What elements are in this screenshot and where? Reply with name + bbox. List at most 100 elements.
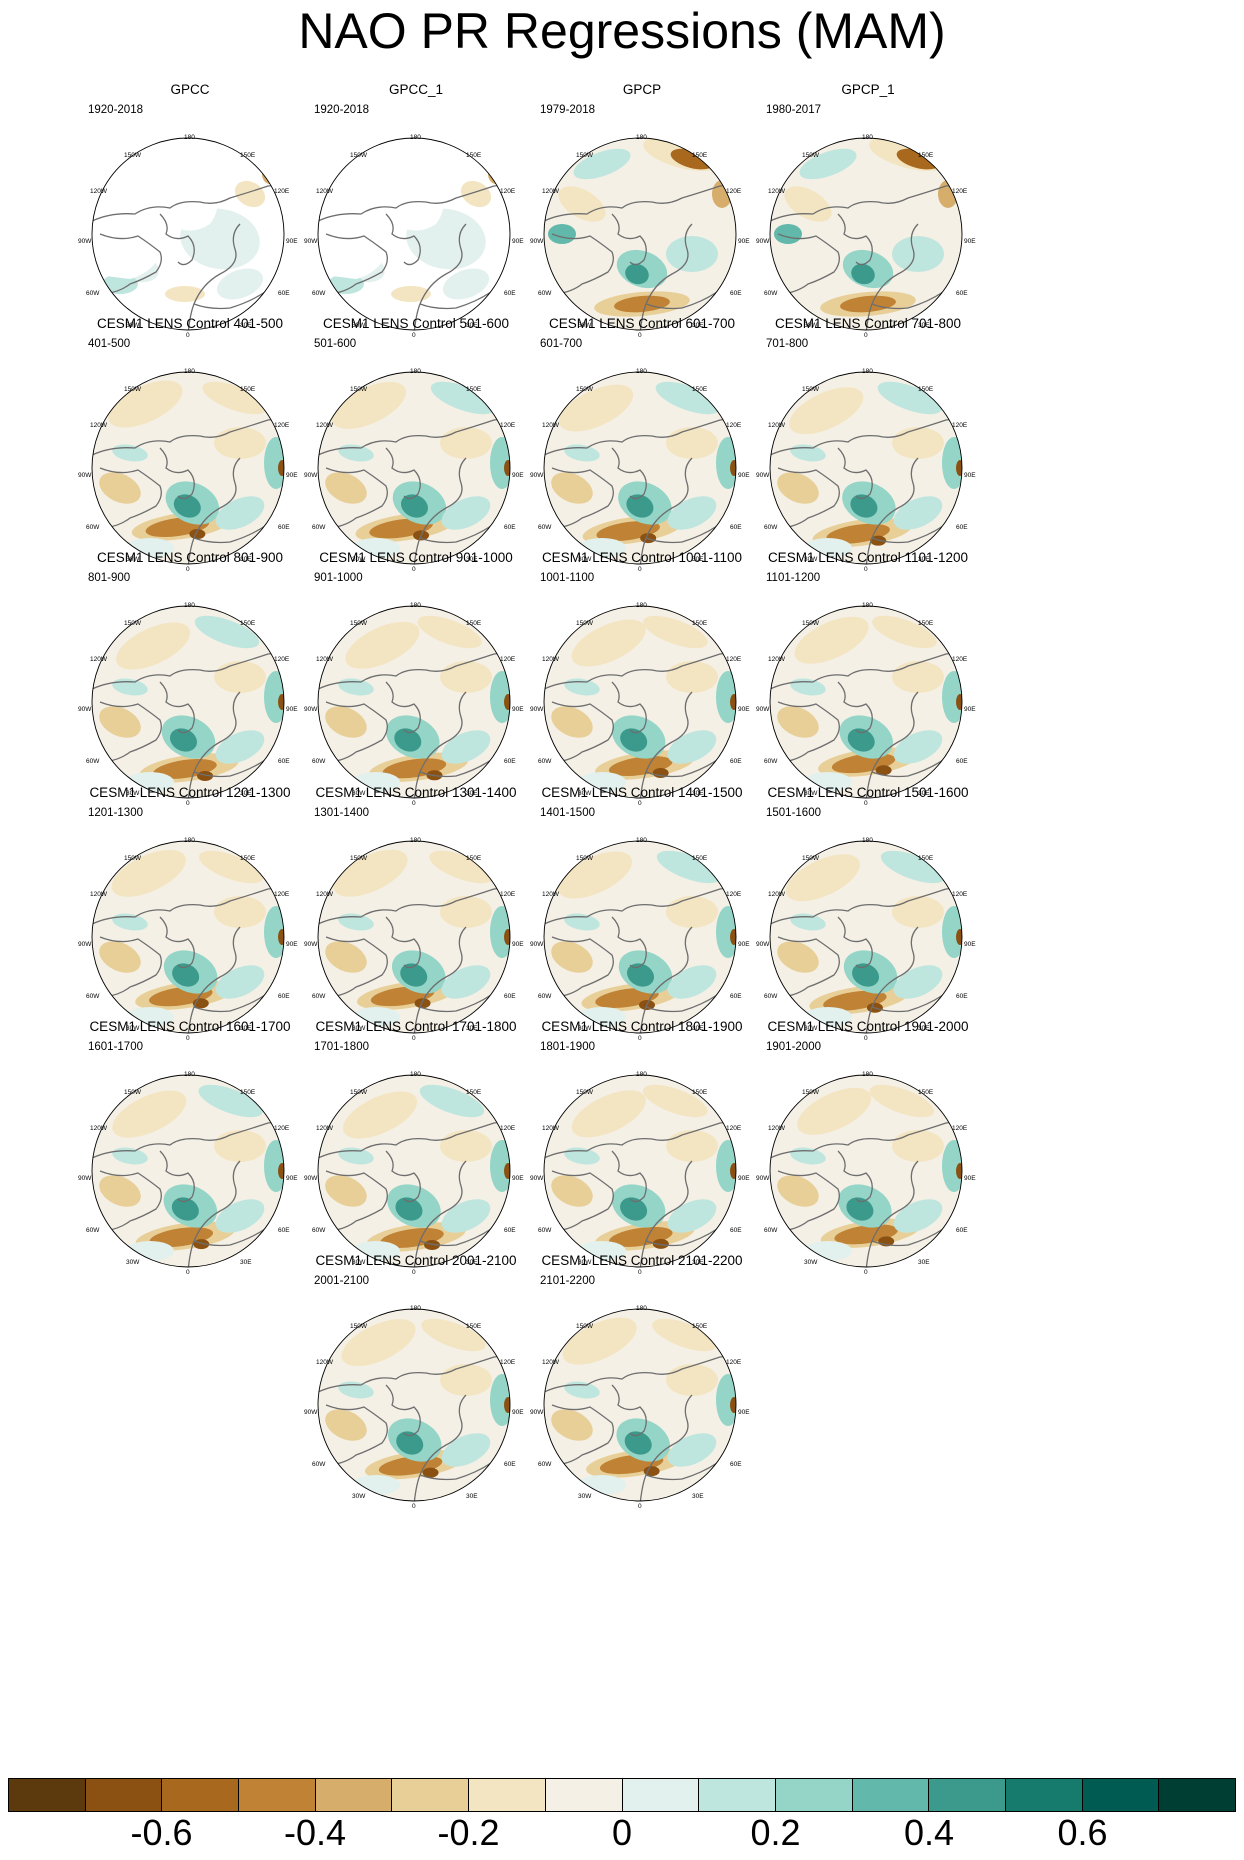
map-label-l5: 30W <box>578 790 592 797</box>
panel-years: 1301-1400 <box>314 807 369 819</box>
precip-negative-anomaly <box>777 706 819 738</box>
polar-map <box>543 1074 737 1268</box>
map-label-r5: 30E <box>466 556 478 563</box>
precip-anomaly <box>880 850 946 884</box>
precip-negative-anomaly <box>666 1364 718 1396</box>
map-label-r5: 30E <box>466 322 478 329</box>
colorbar-tick-label: -0.6 <box>130 1812 193 1853</box>
precip-negative-anomaly <box>325 1175 367 1207</box>
map-label-bottom: 0 <box>186 332 190 339</box>
precip-positive-anomaly <box>790 444 826 462</box>
precip-positive-anomaly <box>620 1197 648 1221</box>
colorbar-tick-label: -0.2 <box>437 1812 500 1853</box>
panel-title: CESM1 LENS Control 1401-1500 <box>541 785 743 800</box>
precip-positive-anomaly <box>846 1197 874 1221</box>
map-label-top: 180 <box>636 134 647 141</box>
map-label-l4: 60W <box>764 524 778 531</box>
precip-positive-anomaly <box>942 437 962 489</box>
map-boundary <box>543 371 737 565</box>
map-label-r3: 90E <box>964 706 976 713</box>
map-panel: GPCP_1 1980-2017 180 0 150W 120W 90W 60W 30W 150E… <box>756 82 1028 350</box>
map-label-l3: 90W <box>756 941 770 948</box>
precip-positive-anomaly <box>441 1433 491 1467</box>
precip-negative-anomaly <box>666 896 718 928</box>
map-boundary <box>543 605 737 799</box>
map-boundary <box>91 605 285 799</box>
map-label-r4: 60E <box>504 1227 516 1234</box>
map-label-l5: 30W <box>578 556 592 563</box>
precip-negative-anomaly <box>214 661 266 693</box>
map-label-r1: 150E <box>240 386 256 393</box>
precip-negative-anomaly <box>643 1466 660 1477</box>
map-label-r2: 120E <box>274 656 290 663</box>
precip-positive-anomaly <box>620 728 648 752</box>
precip-negative-anomaly <box>956 460 962 476</box>
precip-negative-anomaly <box>614 295 670 313</box>
map-label-top: 180 <box>410 1305 421 1312</box>
map-label-bottom: 0 <box>638 1035 642 1042</box>
precip-negative-anomaly <box>777 941 819 973</box>
panel-title: CESM1 LENS Control 401-500 <box>96 316 284 331</box>
precip-positive-anomaly <box>850 494 878 518</box>
precip-positive-anomaly <box>441 496 491 530</box>
precip-positive-anomaly <box>774 224 802 244</box>
map-label-r5: 30E <box>692 556 704 563</box>
map-label-r4: 60E <box>956 993 968 1000</box>
panel-years: 1101-1200 <box>766 572 821 584</box>
map-label-bottom: 0 <box>864 1269 868 1276</box>
precip-negative-anomaly <box>165 286 205 302</box>
coastline <box>544 1354 736 1501</box>
map-label-l5: 30W <box>804 322 818 329</box>
panel-title: CESM1 LENS Control 901-1000 <box>319 550 513 565</box>
map-label-r3: 90E <box>964 1175 976 1182</box>
map-boundary <box>769 1074 963 1268</box>
precip-positive-anomaly <box>893 965 943 999</box>
coastline <box>318 417 510 564</box>
precip-negative-anomaly <box>332 381 407 429</box>
map-label-r3: 90E <box>738 941 750 948</box>
map-label-top: 180 <box>410 602 421 609</box>
precip-negative-anomaly <box>551 706 593 738</box>
precip-negative-anomaly <box>562 1317 637 1365</box>
precip-negative-anomaly <box>558 186 606 222</box>
map-label-r3: 90E <box>512 1409 524 1416</box>
map-label-bottom: 0 <box>638 1503 642 1510</box>
precip-positive-anomaly <box>716 1374 736 1426</box>
panel-title: CESM1 LENS Control 1001-1100 <box>541 550 743 565</box>
precip-positive-anomaly <box>352 1475 400 1495</box>
map-label-l5: 30W <box>804 790 818 797</box>
precip-positive-anomaly <box>215 1199 265 1233</box>
map-label-l4: 60W <box>538 1461 552 1468</box>
panel-title: GPCC_1 <box>388 82 444 97</box>
precip-positive-anomaly <box>716 671 736 723</box>
map-label-r5: 30E <box>692 1259 704 1266</box>
map-panel: GPCC_1 1920-2018 180 0 150W 120W 90W 60W 30W 150E… <box>304 82 576 350</box>
precip-negative-anomaly <box>666 427 718 459</box>
coastline <box>318 183 510 330</box>
map-label-l5: 30W <box>804 1025 818 1032</box>
map-label-r5: 30E <box>240 1259 252 1266</box>
map-label-r1: 150E <box>466 1323 482 1330</box>
map-label-r1: 150E <box>240 152 256 159</box>
map-label-l4: 60W <box>86 993 100 1000</box>
coastline <box>318 1354 510 1501</box>
map-label-l4: 60W <box>764 1227 778 1234</box>
precip-negative-anomaly <box>730 929 736 945</box>
panel-years: 1801-1900 <box>540 1041 595 1053</box>
precip-negative-anomaly <box>262 164 278 184</box>
precip-positive-anomaly <box>893 496 943 530</box>
colorbar-swatch <box>1005 1779 1083 1811</box>
map-label-l5: 30W <box>126 556 140 563</box>
precip-positive-anomaly <box>716 906 736 958</box>
map-label-top: 180 <box>184 134 195 141</box>
map-label-l1: 150W <box>576 1323 593 1330</box>
coastline <box>544 886 736 1033</box>
map-panel: CESM1 LENS Control 1301-1400 1301-1400 180… <box>304 785 576 1053</box>
map-label-l3: 90W <box>530 1409 544 1416</box>
map-label-r3: 90E <box>964 472 976 479</box>
map-label-l4: 60W <box>764 993 778 1000</box>
panel-years: 1701-1800 <box>314 1041 369 1053</box>
map-label-r2: 120E <box>500 656 516 663</box>
map-label-r5: 30E <box>692 1493 704 1500</box>
map-label-r3: 90E <box>286 941 298 948</box>
